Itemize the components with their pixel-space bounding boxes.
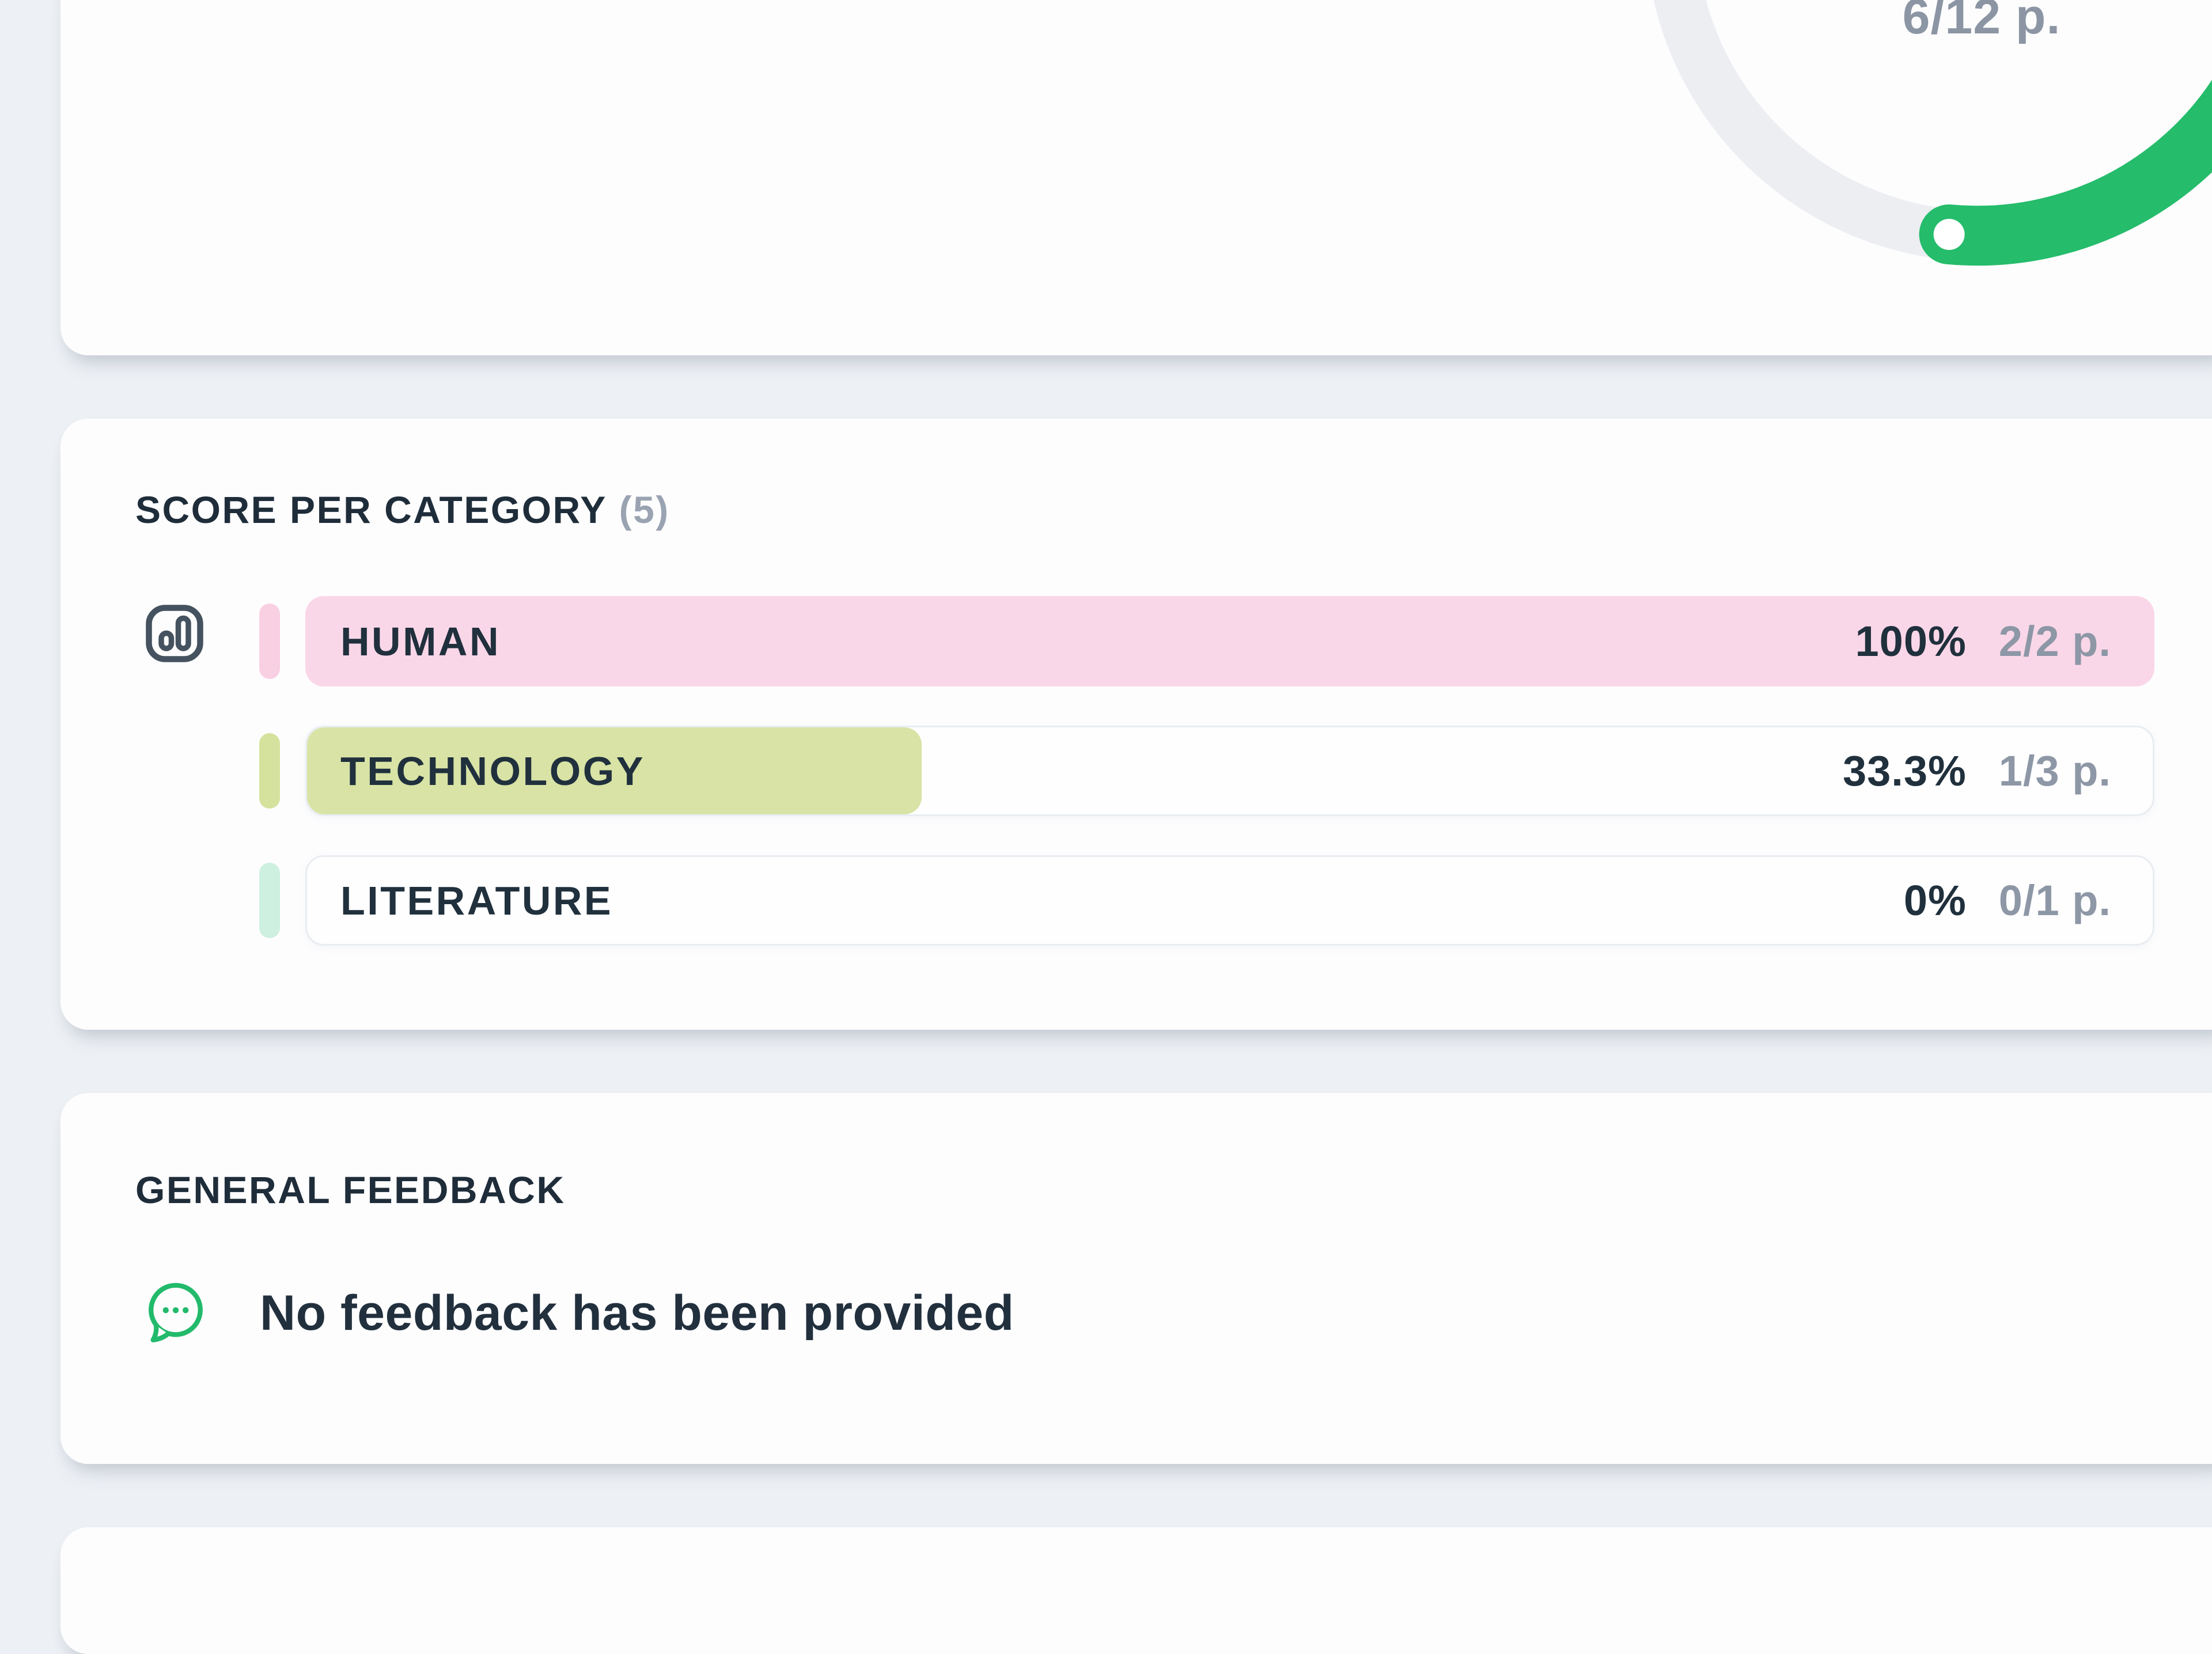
score-section-title-text: SCORE PER CATEGORY: [135, 488, 607, 531]
score-section-title: SCORE PER CATEGORY (5): [135, 488, 2154, 532]
category-label: LITERATURE: [340, 878, 613, 923]
category-bar-content: LITERATURE 0% 0/1 p.: [307, 857, 2153, 944]
feedback-empty-row: No feedback has been provided: [141, 1271, 2154, 1355]
category-row-literature: LITERATURE 0% 0/1 p.: [259, 855, 2154, 946]
general-feedback-card: GENERAL FEEDBACK No feedback has been pr…: [60, 1093, 2212, 1464]
category-row-technology: TECHNOLOGY 33.3% 1/3 p.: [259, 726, 2154, 816]
category-bar-technology: TECHNOLOGY 33.3% 1/3 p.: [305, 726, 2154, 816]
category-bar-literature: LITERATURE 0% 0/1 p.: [305, 855, 2154, 946]
category-percent: 100%: [1855, 617, 1967, 665]
feedback-section-title: GENERAL FEEDBACK: [135, 1169, 566, 1211]
category-tick-human: [259, 604, 280, 679]
category-tick-literature: [259, 863, 280, 938]
category-points: 0/1 p.: [1998, 877, 2111, 924]
category-list: HUMAN 100% 2/2 p. TECHNOLOGY 33.3% 1/3 p…: [259, 596, 2154, 946]
score-per-category-card: SCORE PER CATEGORY (5) HUMAN 100% 2/2 p.: [60, 419, 2212, 1030]
category-points: 1/3 p.: [1998, 747, 2111, 795]
category-bar-content: TECHNOLOGY 33.3% 1/3 p.: [307, 727, 2153, 814]
category-tick-technology: [259, 733, 280, 809]
category-points: 2/2 p.: [1998, 617, 2111, 665]
category-percent: 33.3%: [1842, 747, 1967, 795]
bar-chart-icon: [146, 605, 203, 662]
category-label: TECHNOLOGY: [340, 748, 645, 794]
next-card-partial: [60, 1527, 2212, 1654]
speech-bubble-icon: [149, 1283, 203, 1342]
assessment-results-page: { "summary_card": { "gauge": { "score_la…: [60, 0, 2212, 1654]
category-count-badge: (5): [619, 488, 670, 531]
category-bar-human: HUMAN 100% 2/2 p.: [305, 596, 2154, 686]
category-bar-fill: [307, 727, 922, 814]
feedback-empty-message: No feedback has been provided: [260, 1285, 1014, 1341]
category-row-human: HUMAN 100% 2/2 p.: [259, 596, 2154, 686]
category-bar-content: HUMAN 100% 2/2 p.: [307, 598, 2153, 685]
gauge-score-label: 6/12 p.: [1902, 0, 2061, 44]
gauge-endpoint-dot: [1933, 219, 1965, 250]
category-percent: 0%: [1903, 877, 1967, 924]
category-label: HUMAN: [340, 619, 501, 664]
score-gauge: [1653, 0, 2212, 266]
summary-card: 6/12 p.: [60, 0, 2212, 355]
gauge-progress-arc: [1919, 79, 2212, 266]
